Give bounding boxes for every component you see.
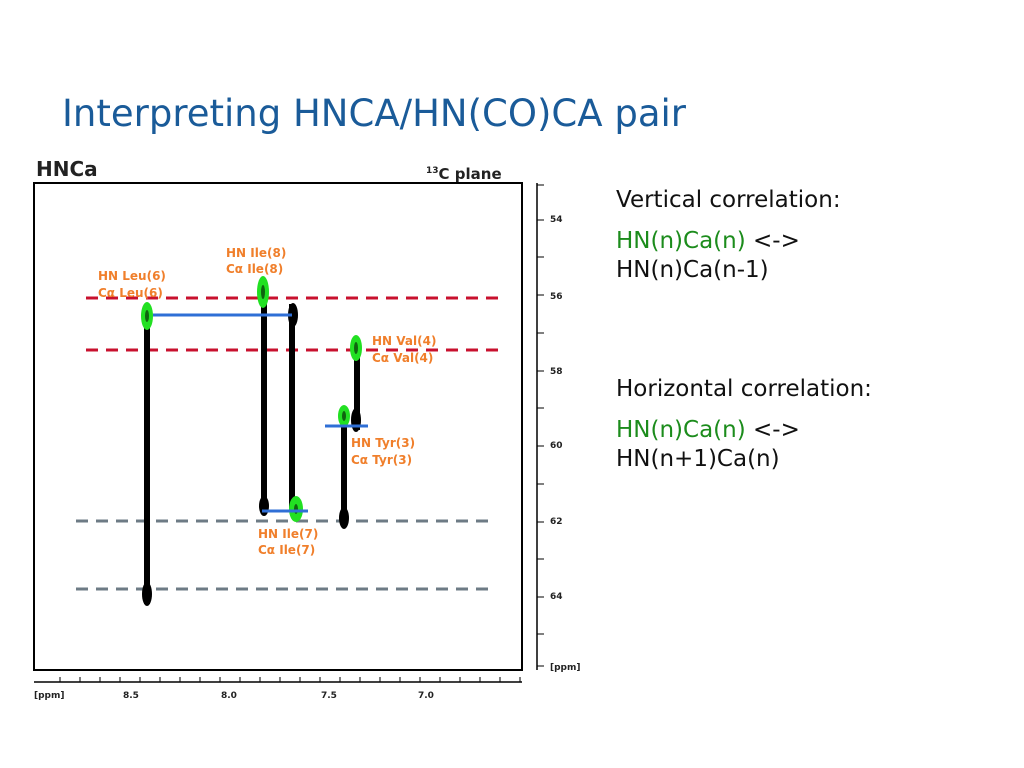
vertical-correlation-green: HN(n)Ca(n)	[616, 228, 746, 254]
y-tick-56: 56	[550, 292, 563, 302]
label-ile7-ca: Cα Ile(7)	[258, 543, 315, 557]
x-tick-8-0: 8.0	[221, 691, 237, 701]
label-ile8-hn: HN Ile(8)	[226, 246, 286, 260]
horizontal-correlation-heading: Horizontal correlation:	[616, 376, 872, 402]
plane-label-text: C plane	[439, 165, 502, 183]
green-peaks	[141, 276, 362, 522]
horizontal-correlation-arrow: <->	[745, 417, 800, 443]
explanation-panel: Vertical correlation: HN(n)Ca(n) <-> HN(…	[616, 186, 1006, 474]
vertical-correlation-arrow: <->	[745, 228, 800, 254]
plane-superscript: 13	[426, 166, 439, 176]
label-tyr3-ca: Cα Tyr(3)	[351, 453, 412, 467]
vertical-correlation-heading: Vertical correlation:	[616, 187, 841, 213]
y-tick-64: 64	[550, 592, 563, 602]
y-tick-58: 58	[550, 367, 563, 377]
x-tick-7-0: 7.0	[418, 691, 434, 701]
spectrum-svg: HNCa 13C plane 54 56 58 60 62 64 [ppm]	[33, 157, 581, 701]
black-peaks	[142, 303, 361, 606]
hnca-spectrum-figure: HNCa 13C plane 54 56 58 60 62 64 [ppm]	[30, 152, 600, 712]
y-tick-54: 54	[550, 215, 563, 225]
label-ile7-hn: HN Ile(7)	[258, 527, 318, 541]
y-axis-unit: [ppm]	[550, 663, 581, 673]
y-tick-60: 60	[550, 441, 563, 451]
x-axis-unit: [ppm]	[34, 691, 65, 701]
green-peak-cores	[145, 285, 358, 514]
x-tick-8-5: 8.5	[123, 691, 139, 701]
label-leu6-ca: Cα Leu(6)	[98, 286, 163, 300]
horizontal-correlation-line1: HN(n)Ca(n) <->	[616, 416, 1006, 445]
label-val4-ca: Cα Val(4)	[372, 351, 433, 365]
label-leu6-hn: HN Leu(6)	[98, 269, 166, 283]
figure-title: HNCa	[36, 157, 98, 181]
label-ile8-ca: Cα Ile(8)	[226, 262, 283, 276]
label-tyr3-hn: HN Tyr(3)	[351, 436, 415, 450]
horizontal-correlation-line2: HN(n+1)Ca(n)	[616, 446, 780, 472]
slide-title: Interpreting HNCA/HN(CO)CA pair	[62, 92, 686, 135]
bottom-axis-minor-ticks	[59, 677, 521, 682]
plot-frame	[33, 182, 523, 671]
vertical-correlation-line2: HN(n)Ca(n-1)	[616, 257, 769, 283]
horizontal-correlation-green: HN(n)Ca(n)	[616, 417, 746, 443]
label-val4-hn: HN Val(4)	[372, 334, 436, 348]
right-axis-minor-ticks	[537, 184, 544, 667]
y-tick-62: 62	[550, 517, 563, 527]
plane-label: 13C plane	[426, 165, 502, 183]
x-tick-7-5: 7.5	[321, 691, 337, 701]
vertical-correlation-line1: HN(n)Ca(n) <->	[616, 227, 1006, 256]
